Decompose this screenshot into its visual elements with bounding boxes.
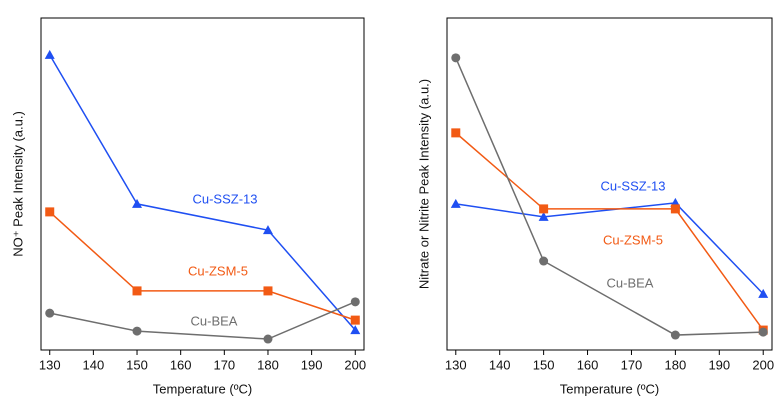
x-tick-label: 180 [665,357,687,372]
series-label: Cu-BEA [607,275,654,290]
series-line [455,132,764,331]
x-tick-label: 200 [344,357,366,372]
marker [539,204,549,214]
marker [758,288,769,298]
marker [262,225,273,235]
marker [350,315,360,325]
x-axis-label: Temperature (ºC) [560,381,659,396]
marker [132,326,142,336]
marker [263,286,273,296]
y-axis-label: Nitrate or Nitrite Peak Intensity (a.u.) [416,79,431,289]
x-tick-label: 140 [83,357,105,372]
series-line [49,301,356,340]
y-axis-label: NO⁺ Peak Intensity (a.u.) [10,111,25,257]
x-tick-label: 150 [126,357,148,372]
marker [539,256,549,266]
x-tick-label: 150 [533,357,555,372]
marker [450,198,461,208]
plot-frame [40,17,365,351]
series-label: Cu-ZSM-5 [188,263,248,278]
x-tick-label: 170 [621,357,643,372]
marker [263,334,273,344]
series-line [455,202,764,295]
x-tick-label: 190 [708,357,730,372]
marker [350,297,360,307]
x-tick-label: 130 [445,357,467,372]
series-line [49,211,356,321]
x-tick-label: 190 [301,357,323,372]
x-tick-label: 140 [489,357,511,372]
marker [538,211,549,221]
series-label: Cu-SSZ-13 [192,191,257,206]
series-line [455,57,764,336]
x-tick-label: 160 [170,357,192,372]
marker [45,308,55,318]
series-label: Cu-ZSM-5 [603,232,663,247]
marker [670,330,680,340]
marker [451,128,461,138]
x-tick-label: 170 [213,357,235,372]
plot-frame [446,17,773,351]
marker [44,49,55,59]
x-tick-label: 180 [257,357,279,372]
series-line [49,54,356,331]
marker [132,286,142,296]
marker [45,207,55,217]
marker [670,204,680,214]
x-tick-label: 160 [577,357,599,372]
series-label: Cu-SSZ-13 [600,178,665,193]
marker [758,327,768,337]
marker [451,53,461,63]
marker [350,325,361,335]
x-tick-label: 130 [39,357,61,372]
x-axis-label: Temperature (ºC) [153,381,252,396]
marker [132,198,143,208]
x-tick-label: 200 [752,357,774,372]
series-label: Cu-BEA [191,313,238,328]
